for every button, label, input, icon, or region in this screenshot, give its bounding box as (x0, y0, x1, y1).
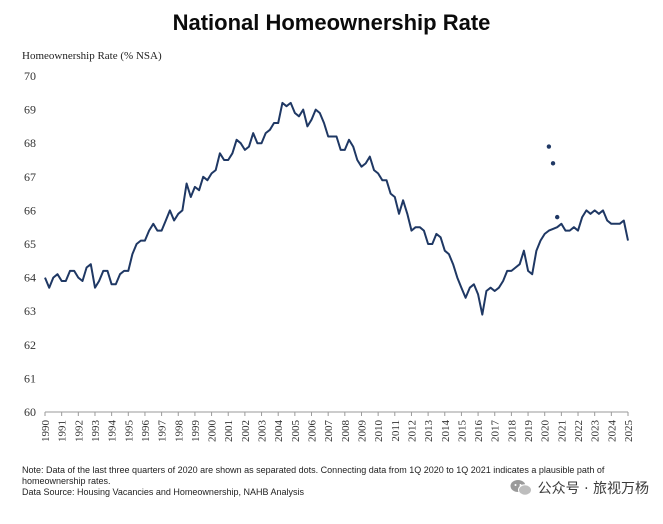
x-tick-label: 2015 (456, 420, 468, 443)
separated-data-point (546, 144, 552, 149)
x-tick-label: 2019 (523, 420, 535, 443)
wechat-icon (510, 480, 532, 496)
x-axis: 1990 1991 1992 1993 1994 1995 1996 1997 1998 1999… (40, 411, 635, 443)
x-tick-label: 2009 (356, 420, 368, 443)
y-tick-label: 64 (24, 271, 36, 285)
x-tick-label: 2021 (556, 420, 568, 442)
y-tick-label: 68 (24, 136, 36, 150)
x-tick-label: 1992 (73, 420, 85, 442)
x-tick-label: 1995 (123, 420, 135, 443)
y-tick-label: 63 (24, 304, 36, 318)
x-tick-label: 2017 (490, 420, 502, 443)
watermark-text: 公众号 · 旅视万杨 (537, 481, 649, 497)
x-tick-label: 2016 (473, 420, 485, 443)
x-tick-label: 2010 (373, 420, 385, 443)
y-axis-label: Homeownership Rate (% NSA) (22, 50, 162, 62)
y-tick-label: 61 (24, 371, 36, 385)
x-tick-label: 2007 (323, 420, 335, 443)
x-tick-label: 2014 (440, 420, 452, 443)
x-tick-label: 2022 (573, 420, 585, 442)
x-tick-label: 1993 (90, 420, 102, 443)
x-tick-label: 2013 (423, 420, 435, 443)
x-tick-label: 2023 (590, 420, 602, 443)
separated-data-point (555, 214, 560, 220)
y-tick-label: 70 (24, 69, 36, 83)
x-tick-label: 1998 (173, 420, 185, 443)
x-tick-label: 2005 (290, 420, 302, 443)
x-tick-label: 2018 (506, 420, 518, 443)
x-tick-label: 2002 (240, 420, 252, 442)
y-tick-label: 60 (24, 405, 36, 419)
note-line-2: homeownership rates. (22, 476, 111, 486)
separated-data-point (550, 161, 556, 166)
homeownership-rate-line (44, 101, 629, 316)
watermark: 公众号 · 旅视万杨 (505, 476, 653, 500)
note-line-1: Note: Data of the last three quarters of… (22, 465, 605, 475)
x-tick-label: 2004 (273, 420, 285, 443)
x-tick-label: 2012 (406, 420, 418, 442)
x-tick-label: 1999 (190, 420, 202, 443)
x-tick-label: 1994 (107, 420, 119, 443)
y-tick-label: 67 (24, 170, 36, 184)
x-tick-label: 1990 (40, 420, 52, 443)
x-tick-label: 2000 (207, 420, 219, 443)
x-tick-label: 2020 (540, 420, 552, 443)
y-tick-label: 69 (24, 103, 36, 117)
x-tick-label: 2001 (223, 420, 235, 442)
x-tick-label: 2003 (257, 420, 269, 443)
x-tick-label: 2008 (340, 420, 352, 443)
x-tick-label: 2006 (307, 420, 319, 443)
y-axis: 60 61 62 63 64 65 66 67 68 69 70 (24, 69, 36, 419)
data-source-note: Data Source: Housing Vacancies and Homeo… (22, 487, 304, 497)
y-tick-label: 66 (24, 203, 36, 217)
y-tick-label: 62 (24, 338, 36, 352)
chart-title: National Homeownership Rate (172, 10, 491, 35)
separated-dots (546, 144, 560, 220)
x-tick-label: 2025 (623, 420, 635, 443)
y-tick-label: 65 (24, 237, 36, 251)
x-tick-label: 1991 (57, 420, 69, 442)
x-tick-label: 2011 (390, 420, 402, 442)
chart-notes: Note: Data of the last three quarters of… (22, 465, 642, 498)
x-tick-label: 2024 (606, 420, 618, 443)
x-tick-label: 1997 (157, 420, 169, 443)
x-tick-label: 1996 (140, 420, 152, 443)
